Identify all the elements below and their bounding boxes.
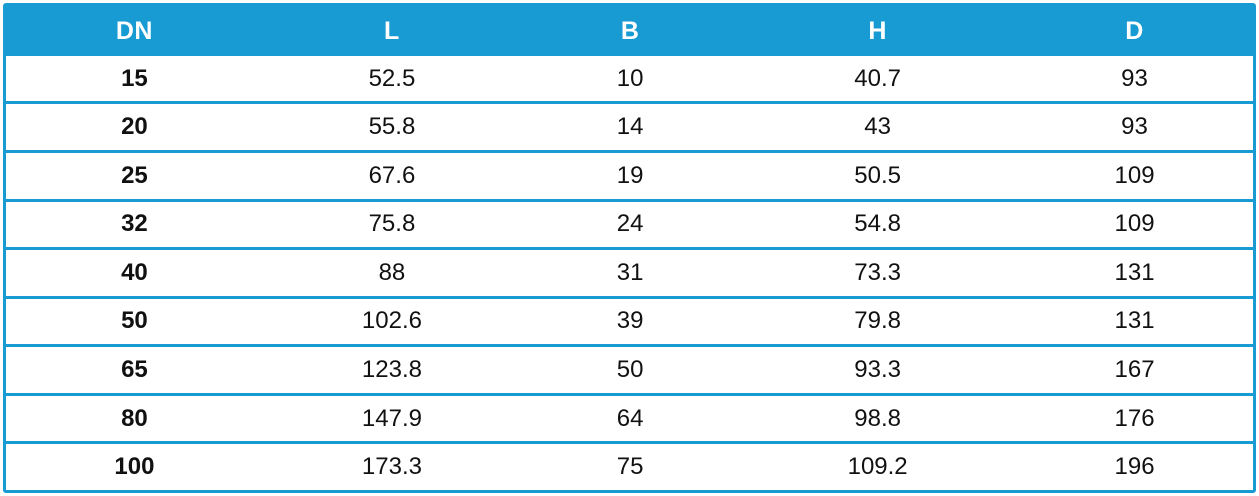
cell-h-row-7: 93.3	[739, 344, 1017, 393]
table-row-dn-25: 25 67.6 19 50.5 109	[6, 150, 1253, 199]
cell-d-row-4: 109	[1016, 198, 1253, 248]
cell-h-row-5: 73.3	[739, 247, 1017, 296]
table-row-dn-100: 100 173.3 75 109.2 196	[6, 441, 1253, 490]
cell-b-row-8: 64	[521, 392, 740, 442]
cell-b-row-2: 14	[521, 101, 740, 151]
cell-l-row-8: 147.9	[262, 392, 521, 442]
cell-b-row-9: 75	[521, 441, 740, 490]
table-body: 15 52.5 10 40.7 93 20 55.8 14 43 93 25 67.6 19 50.5 10…	[6, 56, 1253, 490]
cell-dn-row-4: 32	[6, 198, 263, 248]
cell-d-row-1: 93	[1016, 56, 1253, 102]
column-header-d: D	[1016, 6, 1253, 56]
table-row-dn-32: 32 75.8 24 54.8 109	[6, 198, 1253, 248]
cell-h-row-2: 43	[739, 101, 1017, 151]
cell-h-row-4: 54.8	[739, 198, 1017, 248]
cell-l-row-7: 123.8	[262, 344, 521, 393]
table-row-dn-65: 65 123.8 50 93.3 167	[6, 344, 1253, 393]
table-row-dn-15: 15 52.5 10 40.7 93	[6, 56, 1253, 102]
cell-dn-row-2: 20	[6, 101, 263, 151]
cell-b-row-4: 24	[521, 198, 740, 248]
cell-dn-row-3: 25	[6, 150, 263, 199]
cell-dn-row-1: 15	[6, 56, 263, 102]
cell-b-row-3: 19	[521, 150, 740, 199]
cell-l-row-3: 67.6	[262, 150, 521, 199]
cell-d-row-5: 131	[1016, 247, 1253, 296]
cell-b-row-5: 31	[521, 247, 740, 296]
cell-l-row-1: 52.5	[262, 56, 521, 102]
cell-l-row-4: 75.8	[262, 198, 521, 248]
table-header: DN L B H D	[6, 6, 1253, 56]
table-row-dn-80: 80 147.9 64 98.8 176	[6, 392, 1253, 442]
cell-h-row-6: 79.8	[739, 295, 1017, 345]
cell-dn-row-8: 80	[6, 392, 263, 442]
cell-h-row-1: 40.7	[739, 56, 1017, 102]
column-header-b: B	[521, 6, 740, 56]
column-header-h: H	[739, 6, 1017, 56]
cell-b-row-1: 10	[521, 56, 740, 102]
dimensions-table: DN L B H D 15 52.5 10 40.7 93 20 55.8 14 43 93 25 67.6 1…	[3, 3, 1256, 493]
cell-h-row-3: 50.5	[739, 150, 1017, 199]
header-row: DN L B H D	[6, 6, 1253, 56]
cell-l-row-5: 88	[262, 247, 521, 296]
cell-d-row-8: 176	[1016, 392, 1253, 442]
cell-b-row-6: 39	[521, 295, 740, 345]
cell-d-row-2: 93	[1016, 101, 1253, 151]
cell-d-row-3: 109	[1016, 150, 1253, 199]
cell-dn-row-9: 100	[6, 441, 263, 490]
cell-l-row-6: 102.6	[262, 295, 521, 345]
table-row-dn-20: 20 55.8 14 43 93	[6, 101, 1253, 151]
table-row-dn-50: 50 102.6 39 79.8 131	[6, 295, 1253, 345]
cell-l-row-2: 55.8	[262, 101, 521, 151]
cell-dn-row-7: 65	[6, 344, 263, 393]
cell-d-row-6: 131	[1016, 295, 1253, 345]
cell-dn-row-5: 40	[6, 247, 263, 296]
cell-d-row-7: 167	[1016, 344, 1253, 393]
cell-h-row-9: 109.2	[739, 441, 1017, 490]
cell-b-row-7: 50	[521, 344, 740, 393]
column-header-dn: DN	[6, 6, 263, 56]
table-row-dn-40: 40 88 31 73.3 131	[6, 247, 1253, 296]
cell-dn-row-6: 50	[6, 295, 263, 345]
cell-d-row-9: 196	[1016, 441, 1253, 490]
cell-h-row-8: 98.8	[739, 392, 1017, 442]
cell-l-row-9: 173.3	[262, 441, 521, 490]
column-header-l: L	[262, 6, 521, 56]
